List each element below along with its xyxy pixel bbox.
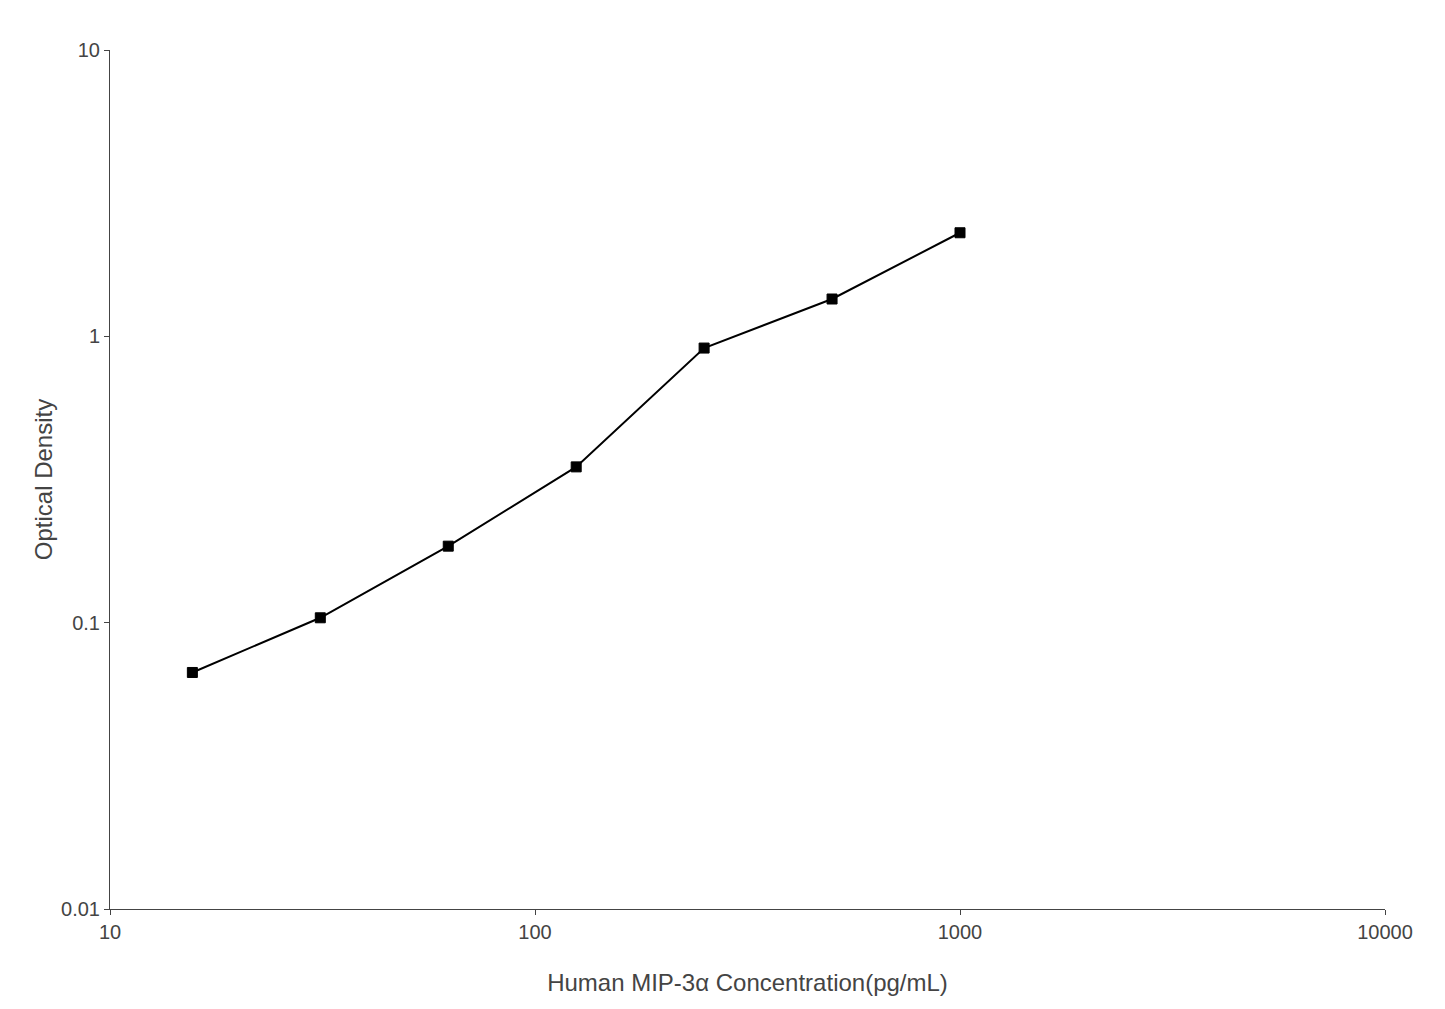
svg-text:0.1: 0.1 xyxy=(72,612,100,634)
svg-text:Human MIP-3α Concentration(pg/: Human MIP-3α Concentration(pg/mL) xyxy=(547,969,948,996)
svg-text:1000: 1000 xyxy=(938,921,983,943)
svg-text:10: 10 xyxy=(78,39,100,61)
svg-text:10000: 10000 xyxy=(1357,921,1413,943)
svg-text:10: 10 xyxy=(99,921,121,943)
svg-text:1: 1 xyxy=(89,325,100,347)
svg-text:0.01: 0.01 xyxy=(61,898,100,920)
svg-text:100: 100 xyxy=(518,921,551,943)
svg-text:Optical Density: Optical Density xyxy=(30,399,57,560)
